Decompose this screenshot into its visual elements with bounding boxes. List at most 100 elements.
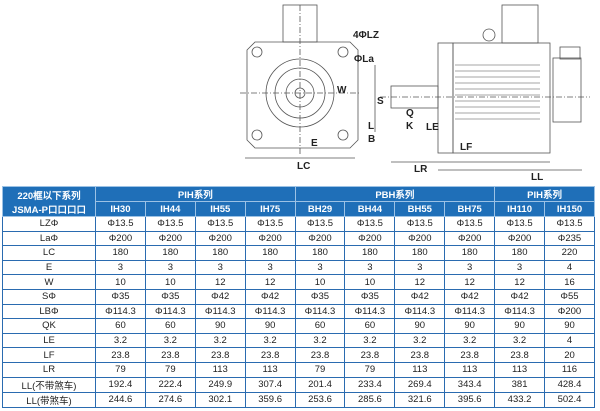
side-flange [437,42,454,154]
table-cell: 253.6 [294,391,346,408]
table-row: LL(带煞车) 244.6 274.6 302.1 359.6 253.6 285.6 321… [2,391,595,408]
table-cell: 16 [544,274,595,290]
table-cell: 201.4 [294,376,346,393]
table-cell: 180 [394,245,446,261]
table-cell: Φ42 [394,288,446,305]
table-cell: 428.4 [544,376,595,393]
encoder-connector [559,46,581,60]
group-header: PIH系列 [95,186,296,202]
row-label: LE [2,332,96,349]
table-cell: Φ114.3 [394,303,446,320]
bolt-hole [337,46,349,58]
table-cell: Φ200 [494,230,546,247]
table-cell: 23.8 [394,347,446,363]
side-connector [501,4,539,44]
row-label: LaΦ [2,230,96,247]
table-cell: 3 [194,259,246,276]
label-w: W [337,85,347,96]
table-row: QK 60 60 90 90 60 60 90 90 90 90 [2,318,595,334]
table-row: LL(不带煞车) 192.4 222.4 249.9 307.4 201.4 233.4 26… [2,376,595,393]
model-header: IH110 [494,201,546,217]
table-cell: 113 [494,361,546,378]
table-cell: 20 [544,347,595,363]
table-cell: 10 [294,274,346,290]
label-b: B [368,134,375,145]
table-cell: 3.2 [244,332,296,349]
model-header: IH30 [95,201,146,217]
table-cell: 79 [144,361,196,378]
label-lc: LC [297,161,310,172]
table-cell: Φ13.5 [394,216,446,232]
table-body: LZΦ Φ13.5 Φ13.5 Φ13.5 Φ13.5 Φ13.5 Φ13.5 Φ13.5 Φ1… [2,216,595,408]
table-cell: Φ235 [544,230,595,247]
table-cell: 381 [494,376,546,393]
table-cell: 10 [144,274,196,290]
table-cell: 23.8 [344,347,396,363]
table-cell: Φ200 [544,303,595,320]
table-cell: Φ200 [394,230,446,247]
label-k: K [406,121,414,132]
table-cell: Φ114.3 [344,303,396,320]
table-cell: 23.8 [244,347,296,363]
table-cell: 3.2 [344,332,396,349]
row-label: LZΦ [2,216,96,232]
motor-body [452,42,551,154]
table-cell: 12 [444,274,496,290]
table-cell: 113 [394,361,446,378]
row-label: LL(带煞车) [2,391,96,408]
table-cell: 113 [244,361,296,378]
table-cell: 90 [244,318,296,334]
table-cell: Φ13.5 [144,216,196,232]
table-cell: 79 [344,361,396,378]
table-cell: 60 [95,318,146,334]
table-cell: 359.6 [244,391,296,408]
model-header: IH75 [244,201,296,217]
corner-line-2: JSMA-P口口口口 [12,204,86,216]
table-cell: 79 [294,361,346,378]
table-cell: 12 [244,274,296,290]
label-q: Q [406,108,414,119]
table-cell: 3.2 [494,332,546,349]
table-cell: 192.4 [95,376,146,393]
table-cell: Φ13.5 [444,216,496,232]
table-cell: 12 [394,274,446,290]
table-cell: Φ114.3 [244,303,296,320]
table-row: LBΦ Φ114.3 Φ114.3 Φ114.3 Φ114.3 Φ114.3 Φ114.3 Φ… [2,303,595,320]
table-cell: Φ200 [444,230,496,247]
table-cell: 4 [544,259,595,276]
table-cell: 180 [194,245,246,261]
table-cell: Φ13.5 [294,216,346,232]
table-cell: 220 [544,245,595,261]
table-cell: 285.6 [344,391,396,408]
label-le: LE [426,122,439,133]
table-cell: 321.6 [394,391,446,408]
table-cell: 4 [544,332,595,349]
table-cell: Φ114.3 [194,303,246,320]
table-row: LF 23.8 23.8 23.8 23.8 23.8 23.8 23.8 23.8 23.8 20 [2,347,595,363]
table-cell: 90 [494,318,546,334]
table-row: LC 180 180 180 180 180 180 180 180 180 220 [2,245,595,261]
table-cell: 3.2 [194,332,246,349]
table-cell: 10 [95,274,146,290]
row-label: E [2,259,96,276]
bolt-hole [251,129,263,141]
table-cell: 3.2 [144,332,196,349]
table-cell: 3 [344,259,396,276]
table-cell: Φ13.5 [95,216,146,232]
label-lr: LR [414,164,428,175]
table-cell: 502.4 [544,391,595,408]
table-cell: Φ13.5 [194,216,246,232]
table-cell: 180 [294,245,346,261]
table-cell: 180 [344,245,396,261]
table-cell: 90 [544,318,595,334]
table-cell: 113 [444,361,496,378]
table-cell: 23.8 [494,347,546,363]
table-cell: 249.9 [194,376,246,393]
label-l: L [368,121,374,132]
table-cell: 60 [144,318,196,334]
table-cell: 180 [95,245,146,261]
table-cell: 302.1 [194,391,246,408]
table-cell: 395.6 [444,391,496,408]
table-cell: Φ200 [344,230,396,247]
